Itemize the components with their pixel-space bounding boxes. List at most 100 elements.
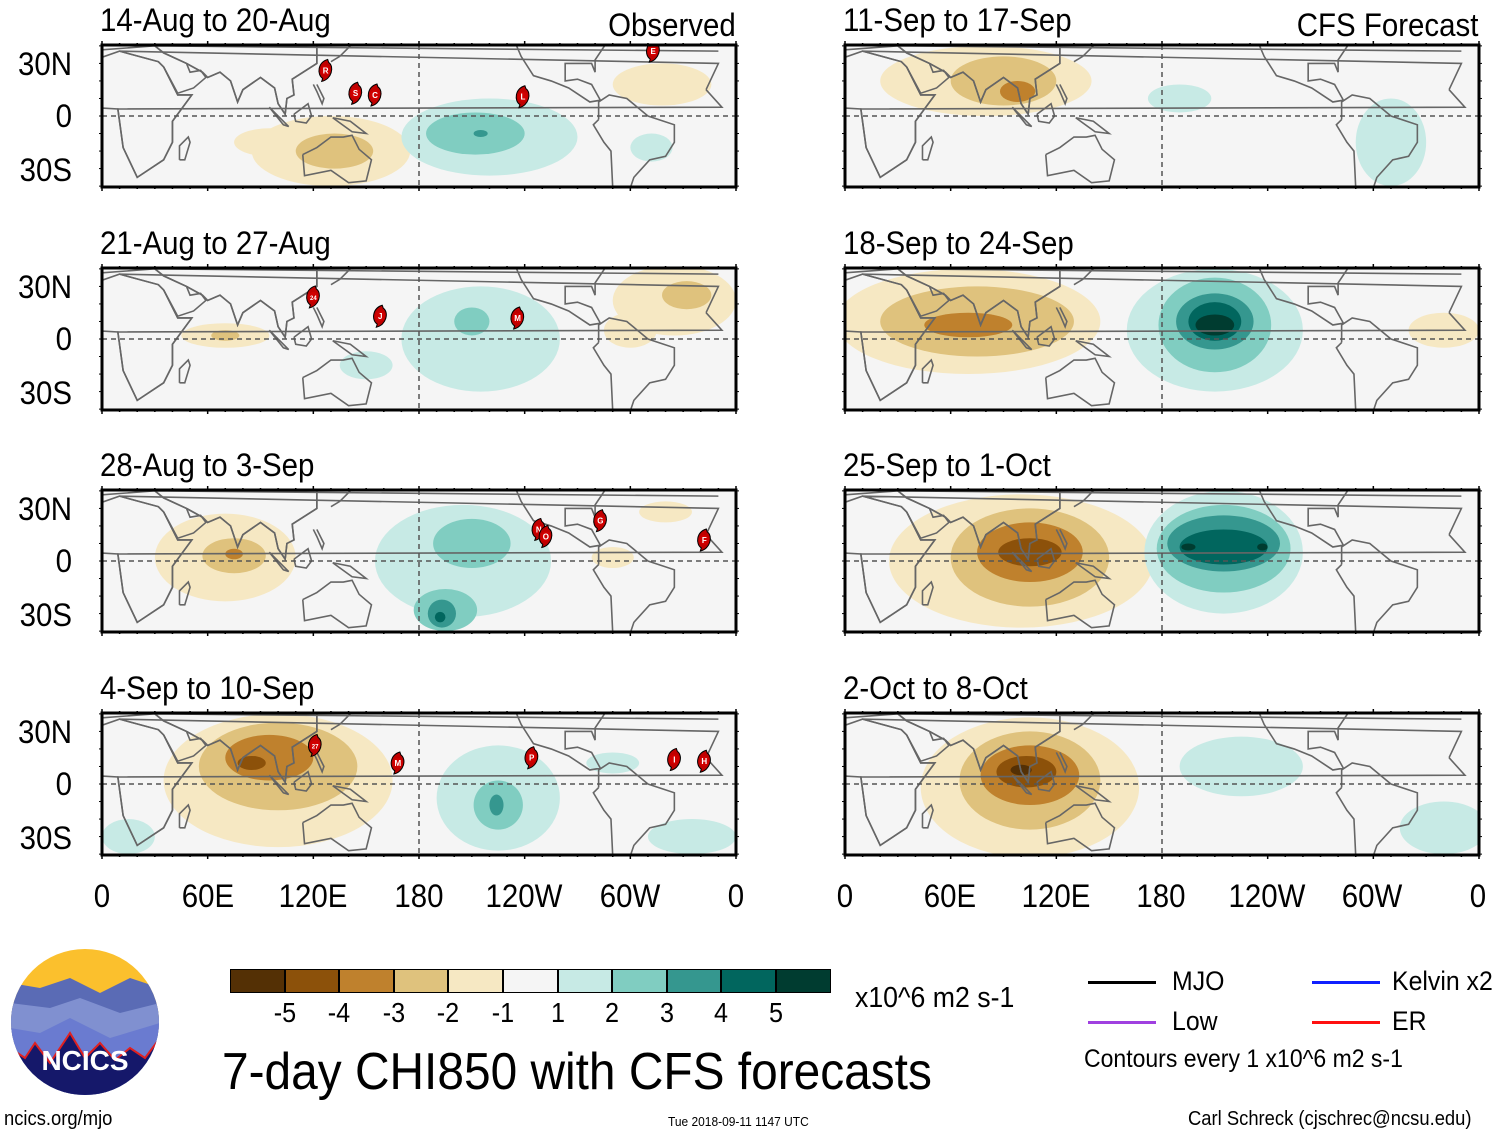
coastline	[1073, 490, 1094, 508]
coastline	[116, 50, 724, 179]
colorbar-tick: 5	[768, 997, 784, 1028]
colorbar-tick: 2	[605, 997, 620, 1028]
storm-label: J	[378, 312, 382, 321]
anomaly-contour	[434, 611, 446, 623]
colorbar-swatch	[393, 969, 449, 993]
panel-title: 11-Sep to 17-Sep	[843, 2, 1072, 38]
anomaly-contour	[1195, 314, 1235, 336]
storm-label: O	[543, 532, 549, 541]
colorbar-swatch	[284, 969, 340, 993]
coastline	[895, 268, 1462, 340]
y-tick: 30N	[17, 714, 73, 750]
coastline	[1258, 268, 1350, 326]
colorbar-tick: -2	[437, 997, 460, 1028]
coastline	[1073, 45, 1094, 63]
observed-label: Observed	[608, 7, 736, 43]
footer-url[interactable]: ncics.org/mjo	[4, 1108, 113, 1130]
tropical-cyclone-icon: P	[524, 746, 539, 770]
anomaly-contour	[1179, 529, 1268, 565]
anomaly-contour	[647, 819, 736, 855]
storm-label: G	[597, 517, 603, 526]
coastline	[293, 770, 313, 792]
tropical-cyclone-icon: G	[593, 509, 607, 533]
colorbar-swatch	[503, 969, 558, 993]
coastline	[178, 803, 191, 829]
coastline	[178, 580, 191, 606]
coastline	[1055, 752, 1068, 774]
coastline	[1055, 529, 1068, 551]
anomaly-contour	[1399, 801, 1479, 855]
storm-label: R	[323, 66, 329, 75]
x-tick: 60E	[923, 878, 977, 914]
coastline	[592, 539, 676, 632]
coastline	[859, 273, 1467, 402]
coastline	[1036, 547, 1056, 569]
tropical-cyclone-icon: M	[390, 751, 405, 775]
colorbar-tick: 1	[550, 997, 565, 1028]
coastline	[515, 268, 607, 326]
coastline	[330, 45, 351, 63]
colorbar-tick: -4	[327, 997, 351, 1028]
coastline	[1073, 268, 1094, 286]
colorbar-tick: -3	[382, 997, 406, 1028]
coastline	[332, 116, 369, 135]
legend-er: ER	[1392, 1006, 1427, 1036]
coastline	[301, 802, 373, 852]
coastline	[301, 579, 373, 629]
tropical-cyclone-icon: 24	[306, 285, 320, 309]
forecast-label: CFS Forecast	[1296, 7, 1478, 43]
coastline	[1044, 357, 1116, 407]
coastline	[1055, 307, 1068, 329]
coastline	[116, 273, 724, 402]
x-tick: 120W	[1228, 878, 1306, 914]
y-tick: 30S	[19, 375, 73, 411]
panel-title: 4-Sep to 10-Sep	[100, 670, 315, 706]
tropical-cyclone-icon: S	[348, 81, 363, 105]
coastline	[152, 268, 719, 340]
storm-label: 24	[310, 296, 317, 302]
tropical-cyclone-icon: L	[515, 85, 530, 109]
coastline	[116, 495, 724, 624]
coastline	[895, 490, 1462, 562]
coastline	[905, 63, 950, 95]
anomaly-contour	[489, 794, 504, 816]
anomaly-contour	[234, 128, 305, 157]
y-tick: 0	[55, 766, 72, 802]
anomaly-contour	[950, 56, 1057, 106]
coastline	[592, 762, 676, 855]
coastline	[1335, 762, 1419, 855]
coastline	[592, 317, 676, 410]
storm-label: L	[520, 93, 525, 102]
anomaly-contour	[237, 755, 266, 770]
coastline	[312, 752, 325, 774]
coastline	[301, 357, 373, 407]
storm-label: H	[701, 757, 707, 766]
map-panel: NO G F	[99, 486, 739, 636]
x-tick: 60W	[599, 878, 661, 914]
tropical-cyclone-icon: C	[367, 83, 382, 107]
kelvin-line	[1312, 981, 1380, 984]
coastline	[312, 84, 325, 106]
colorbar-swatch	[666, 969, 722, 993]
colorbar-swatch	[612, 969, 667, 993]
storm-label: C	[372, 91, 378, 100]
coastline	[293, 547, 313, 569]
storm-label: I	[673, 755, 675, 764]
coastline	[1335, 317, 1419, 410]
anomaly-contour	[1179, 736, 1303, 797]
storm-label: E	[651, 47, 657, 56]
storm-label: M	[514, 314, 521, 323]
y-tick: 30N	[17, 491, 73, 527]
coastline	[301, 134, 373, 184]
storm-label: N	[536, 525, 542, 534]
coastline	[152, 45, 719, 117]
coastline	[895, 713, 1462, 785]
map-panel	[842, 486, 1482, 636]
coastline	[116, 718, 724, 847]
coastline	[1036, 102, 1056, 124]
colorbar-swatch	[230, 969, 285, 993]
footer-author: Carl Schreck (cjschrec@ncsu.edu)	[1188, 1108, 1472, 1130]
anomaly-contour	[211, 330, 240, 341]
anomaly-contour	[339, 351, 393, 380]
coastline	[921, 803, 934, 829]
